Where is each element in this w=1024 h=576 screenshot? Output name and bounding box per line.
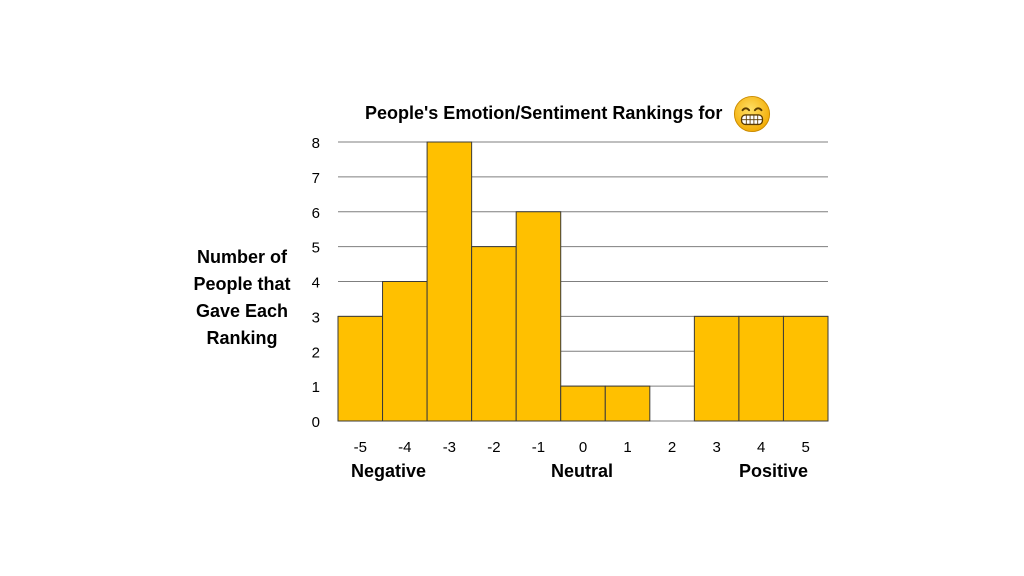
y-tick-label: 5 [312,240,320,257]
x-tick-label: 3 [712,439,720,456]
x-tick-label: 5 [802,439,810,456]
y-tick-label: 4 [312,275,320,292]
x-tick-label: -1 [532,439,545,456]
y-tick-label: 0 [312,414,320,431]
bar-5 [782,315,829,422]
y-tick-label: 8 [312,135,320,152]
bar-4 [738,315,784,422]
x-tick-label: -2 [487,439,500,456]
x-tick-label: 2 [668,439,676,456]
bar--3 [426,141,473,422]
group-label-neutral: Neutral [551,461,614,481]
y-tick-label: 3 [312,309,320,326]
group-label-negative: Negative [351,461,427,481]
x-tick-labels: -5 -4 -3 -2 -1 0 1 2 3 4 5 [354,439,810,456]
grinning-emoji-icon [734,95,771,133]
bar-3 [693,315,740,422]
y-tick-label: 7 [312,170,320,187]
y-axis-label: Number of People that Gave Each Ranking [176,244,308,352]
y-tick-labels: 0 1 2 3 4 5 6 7 8 [312,135,320,431]
bar--5 [337,315,384,422]
group-label-positive: Positive [739,461,809,481]
bar-1 [604,385,651,422]
x-tick-label: -5 [354,439,367,456]
y-axis-label-line-2: People that [193,274,291,294]
chart-title-text: People's Emotion/Sentiment Rankings for [365,102,723,123]
x-tick-label: -4 [398,439,411,456]
x-tick-label: 4 [757,439,765,456]
x-tick-label: -3 [443,439,456,456]
y-axis-label-line-3: Gave Each [195,301,289,321]
bar--4 [382,281,428,422]
y-tick-label: 2 [312,344,320,361]
bars [337,141,829,422]
chart-title: People's Emotion/Sentiment Rankings for [365,95,771,133]
x-tick-label: 1 [623,439,631,456]
x-tick-label: 0 [579,439,587,456]
y-tick-label: 1 [312,379,320,396]
y-tick-label: 6 [312,205,320,222]
bar-0 [560,385,606,422]
bar--1 [515,211,562,422]
y-axis-label-line-4: Ranking [206,328,278,348]
bar--2 [471,246,517,422]
y-axis-label-line-1: Number of [197,247,287,267]
